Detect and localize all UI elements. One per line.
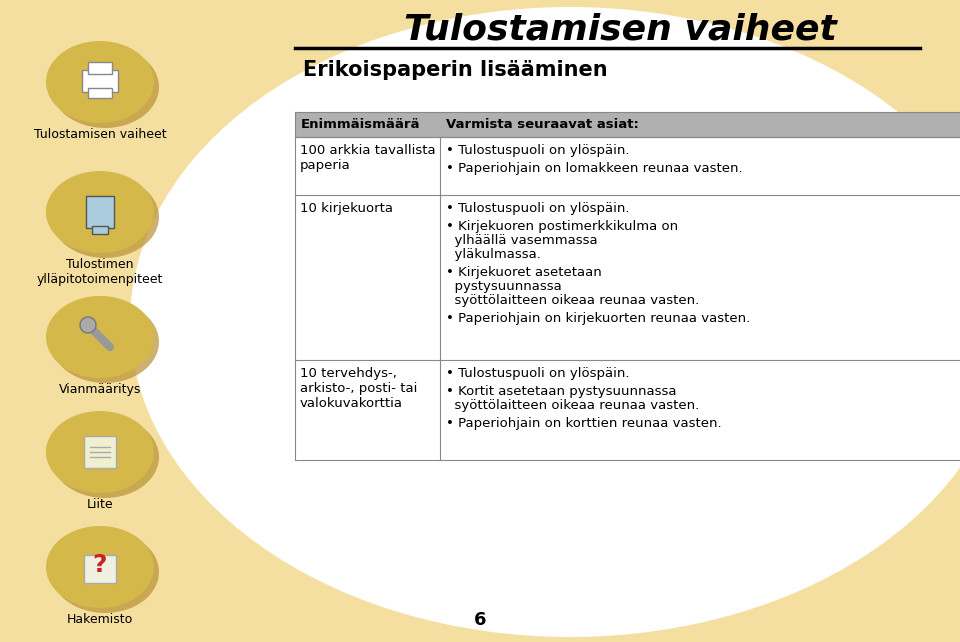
Text: syöttölaitteen oikeaa reunaa vasten.: syöttölaitteen oikeaa reunaa vasten. — [446, 294, 699, 307]
Ellipse shape — [46, 41, 154, 123]
Bar — [82, 70, 118, 92]
Text: Varmista seuraavat asiat:: Varmista seuraavat asiat: — [446, 118, 638, 131]
Bar — [88, 88, 112, 98]
Text: 10 tervehdys-,
arkisto-, posti- tai
valokuvakorttia: 10 tervehdys-, arkisto-, posti- tai valo… — [300, 367, 418, 410]
Text: Tulostamisen vaiheet: Tulostamisen vaiheet — [403, 12, 836, 46]
Text: Vianmääritys: Vianmääritys — [59, 383, 141, 396]
Text: ?: ? — [93, 553, 108, 577]
Bar — [86, 196, 114, 228]
Text: • Paperiohjain on kirjekuorten reunaa vasten.: • Paperiohjain on kirjekuorten reunaa va… — [446, 312, 751, 325]
Bar — [295, 112, 960, 137]
Ellipse shape — [51, 46, 159, 128]
Bar — [84, 436, 116, 468]
Circle shape — [80, 317, 96, 333]
Ellipse shape — [51, 176, 159, 258]
Text: • Paperiohjain on lomakkeen reunaa vasten.: • Paperiohjain on lomakkeen reunaa vaste… — [446, 162, 743, 175]
Bar — [295, 112, 960, 460]
Text: Tulostimen
ylläpitotoimenpiteet: Tulostimen ylläpitotoimenpiteet — [36, 258, 163, 286]
Ellipse shape — [46, 296, 154, 378]
Ellipse shape — [46, 526, 154, 608]
Text: Tulostamisen vaiheet: Tulostamisen vaiheet — [34, 128, 166, 141]
Ellipse shape — [51, 531, 159, 613]
Text: • Kortit asetetaan pystysuunnassa: • Kortit asetetaan pystysuunnassa — [446, 385, 677, 398]
Bar — [92, 226, 108, 234]
Bar — [84, 555, 116, 583]
Ellipse shape — [51, 301, 159, 383]
Ellipse shape — [46, 411, 154, 493]
Text: • Tulostuspuoli on ylöspäin.: • Tulostuspuoli on ylöspäin. — [446, 367, 630, 380]
Text: Liite: Liite — [86, 498, 113, 511]
Text: yläkulmassa.: yläkulmassa. — [446, 248, 540, 261]
Text: Enimmäismäärä: Enimmäismäärä — [301, 118, 420, 131]
Ellipse shape — [51, 416, 159, 498]
Text: • Tulostuspuoli on ylöspäin.: • Tulostuspuoli on ylöspäin. — [446, 202, 630, 215]
Text: syöttölaitteen oikeaa reunaa vasten.: syöttölaitteen oikeaa reunaa vasten. — [446, 399, 699, 412]
Text: • Tulostuspuoli on ylöspäin.: • Tulostuspuoli on ylöspäin. — [446, 144, 630, 157]
Ellipse shape — [46, 171, 154, 253]
Text: Erikoispaperin lisääminen: Erikoispaperin lisääminen — [303, 60, 608, 80]
Text: • Kirjekuoret asetetaan: • Kirjekuoret asetetaan — [446, 266, 602, 279]
Bar — [295, 112, 960, 460]
Text: 100 arkkia tavallista
paperia: 100 arkkia tavallista paperia — [300, 144, 436, 172]
Text: ylhäällä vasemmassa: ylhäällä vasemmassa — [446, 234, 598, 247]
Bar — [88, 62, 112, 74]
Text: • Paperiohjain on korttien reunaa vasten.: • Paperiohjain on korttien reunaa vasten… — [446, 417, 722, 430]
Text: 10 kirjekuorta: 10 kirjekuorta — [300, 202, 393, 215]
Ellipse shape — [130, 7, 960, 637]
Text: pystysuunnassa: pystysuunnassa — [446, 280, 562, 293]
Text: Hakemisto: Hakemisto — [67, 613, 133, 626]
Text: 6: 6 — [473, 611, 487, 629]
Text: • Kirjekuoren postimerkkikulma on: • Kirjekuoren postimerkkikulma on — [446, 220, 678, 233]
